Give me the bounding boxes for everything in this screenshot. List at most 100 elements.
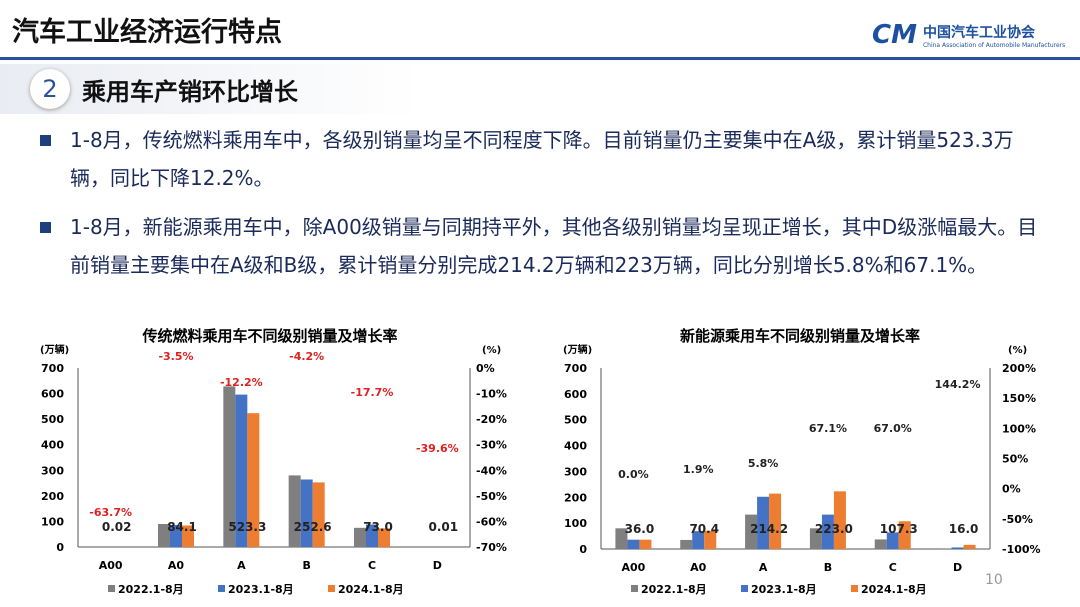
y-tick-label: 400 bbox=[564, 440, 587, 453]
y2-tick-label: -50% bbox=[1002, 513, 1033, 526]
bar-B-2023.1-8月 bbox=[821, 514, 834, 549]
chart-title: 新能源乘用车不同级别销量及增长率 bbox=[680, 327, 920, 345]
bullet-item: 1-8月，传统燃料乘用车中，各级别销量均呈不同程度下降。目前销量仍主要集中在A级… bbox=[40, 121, 1050, 197]
growth-label: 144.2% bbox=[935, 378, 981, 391]
y-tick-label: 300 bbox=[564, 465, 587, 478]
growth-label: 67.1% bbox=[809, 422, 847, 435]
bar-A0-2023.1-8月 bbox=[170, 525, 182, 547]
bar-C-2022.1-8月 bbox=[354, 527, 366, 547]
y-tick-label: 0 bbox=[579, 543, 587, 556]
x-tick-label: A00 bbox=[622, 561, 646, 574]
legend-label: 2024.1-8月 bbox=[338, 583, 404, 596]
section-heading: 2 乘用车产销环比增长 bbox=[0, 64, 420, 114]
x-tick-label: A0 bbox=[168, 559, 185, 572]
bar-A0-2024.1-8月 bbox=[704, 530, 717, 549]
bar-D-2023.1-8月 bbox=[951, 547, 964, 549]
y-tick-label: 500 bbox=[41, 413, 64, 426]
bar-B-2022.1-8月 bbox=[809, 528, 822, 549]
growth-label: 0.0% bbox=[618, 468, 649, 481]
cam-logo-icon: CM bbox=[872, 20, 917, 50]
legend-swatch bbox=[851, 585, 858, 592]
legend-label: 2023.1-8月 bbox=[228, 583, 294, 596]
growth-label: -12.2% bbox=[220, 376, 263, 389]
y-tick-label: 700 bbox=[41, 362, 64, 375]
y-tick-label: 0 bbox=[56, 541, 64, 554]
bar-C-2024.1-8月 bbox=[898, 521, 911, 549]
y2-tick-label: 0% bbox=[1002, 483, 1021, 496]
bar-A00-2024.1-8月 bbox=[639, 539, 652, 549]
bar-A0-2022.1-8月 bbox=[158, 523, 170, 547]
bullet-text: 1-8月，传统燃料乘用车中，各级别销量均呈不同程度下降。目前销量仍主要集中在A级… bbox=[70, 128, 1014, 190]
y-tick-label: 400 bbox=[41, 439, 64, 452]
bullet-square-icon bbox=[40, 135, 51, 146]
bar-A00-2023.1-8月 bbox=[627, 539, 640, 549]
legend-label: 2024.1-8月 bbox=[861, 583, 927, 596]
logo-text: 中国汽车工业协会 bbox=[922, 24, 1035, 41]
data-label: 0.01 bbox=[429, 520, 459, 534]
bar-C-2022.1-8月 bbox=[874, 539, 887, 549]
y-tick-label: 500 bbox=[564, 414, 587, 427]
bar-C-2024.1-8月 bbox=[378, 528, 390, 547]
y2-tick-label: 200% bbox=[1002, 362, 1036, 375]
legend-swatch bbox=[108, 585, 115, 592]
bar-B-2023.1-8月 bbox=[300, 479, 313, 547]
y2-tick-label: -60% bbox=[476, 515, 507, 528]
section-title: 乘用车产销环比增长 bbox=[82, 77, 298, 106]
y-axis-label: (万辆) bbox=[563, 343, 592, 356]
legend-swatch bbox=[631, 585, 638, 592]
bar-A-2024.1-8月 bbox=[769, 493, 782, 549]
bar-A0-2022.1-8月 bbox=[680, 539, 693, 549]
legend-swatch bbox=[741, 585, 748, 592]
x-tick-label: B bbox=[824, 561, 832, 574]
y-tick-label: 300 bbox=[41, 464, 64, 477]
y2-tick-label: -40% bbox=[476, 464, 507, 477]
x-tick-label: A00 bbox=[99, 559, 123, 572]
data-label: 16.0 bbox=[949, 522, 979, 536]
chart-title: 传统燃料乘用车不同级别销量及增长率 bbox=[141, 327, 397, 345]
y-tick-label: 700 bbox=[564, 362, 587, 375]
bar-A-2022.1-8月 bbox=[223, 386, 236, 547]
data-label: 214.2 bbox=[750, 522, 788, 536]
data-label: 84.1 bbox=[167, 520, 197, 534]
y-tick-label: 200 bbox=[564, 491, 587, 504]
header-divider bbox=[0, 57, 1080, 60]
y2-tick-label: 100% bbox=[1002, 422, 1036, 435]
section-number: 2 bbox=[30, 69, 70, 109]
y2-tick-label: -10% bbox=[476, 388, 507, 401]
data-label: 0.02 bbox=[102, 520, 132, 534]
x-tick-label: A bbox=[237, 559, 246, 572]
x-tick-label: D bbox=[953, 561, 962, 574]
data-label: 223.0 bbox=[815, 522, 853, 536]
growth-label: -17.7% bbox=[351, 386, 394, 399]
y2-tick-label: -50% bbox=[476, 490, 507, 503]
data-label: 523.3 bbox=[228, 520, 266, 534]
data-label: 252.6 bbox=[294, 520, 332, 534]
x-tick-label: C bbox=[368, 559, 376, 572]
y-axis-label: (万辆) bbox=[40, 343, 69, 356]
y2-tick-label: -30% bbox=[476, 439, 507, 452]
bar-B-2022.1-8月 bbox=[288, 475, 301, 547]
y-tick-label: 100 bbox=[564, 517, 587, 530]
x-tick-label: C bbox=[889, 561, 897, 574]
y2-tick-label: 0% bbox=[476, 362, 495, 375]
bullet-square-icon bbox=[40, 222, 51, 233]
y-tick-label: 600 bbox=[564, 388, 587, 401]
growth-label: -39.6% bbox=[416, 442, 459, 455]
bar-B-2024.1-8月 bbox=[312, 482, 325, 547]
legend-label: 2023.1-8月 bbox=[751, 583, 817, 596]
logo-subtext: China Association of Automobile Manufact… bbox=[922, 41, 1066, 49]
y2-axis-label: (%) bbox=[482, 345, 501, 356]
bar-A0-2023.1-8月 bbox=[692, 531, 705, 549]
bar-C-2023.1-8月 bbox=[886, 532, 899, 549]
growth-label: 67.0% bbox=[874, 422, 912, 435]
data-label: 73.0 bbox=[363, 520, 393, 534]
page-title: 汽车工业经济运行特点 bbox=[12, 17, 282, 48]
legend-label: 2022.1-8月 bbox=[118, 583, 184, 596]
y-tick-label: 100 bbox=[41, 515, 64, 528]
bar-A-2024.1-8月 bbox=[247, 413, 260, 547]
bar-A0-2024.1-8月 bbox=[182, 525, 194, 547]
growth-label: -63.7% bbox=[89, 506, 132, 519]
y2-tick-label: 150% bbox=[1002, 392, 1036, 405]
data-label: 107.3 bbox=[880, 522, 918, 536]
bar-A-2022.1-8月 bbox=[745, 514, 758, 549]
